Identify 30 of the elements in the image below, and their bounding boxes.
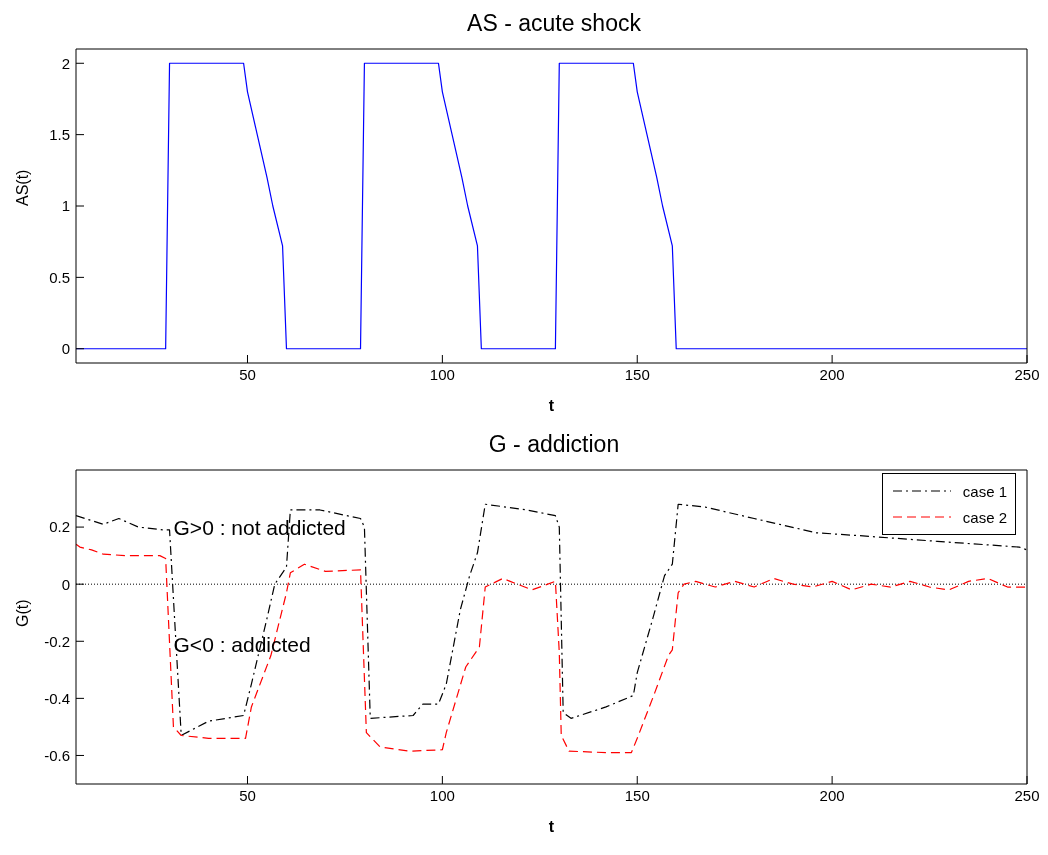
annotation: G>0 : not addicted bbox=[173, 515, 346, 539]
y-tick-label: 2 bbox=[61, 54, 70, 72]
chart-title: G - addiction bbox=[487, 430, 621, 459]
x-axis-title: t bbox=[548, 818, 555, 835]
y-tick-label: -0.4 bbox=[44, 689, 70, 707]
line-series bbox=[76, 543, 1027, 754]
x-tick-label: 150 bbox=[624, 786, 650, 804]
x-tick-label: 50 bbox=[239, 365, 256, 383]
y-axis-title: AS(t) bbox=[13, 169, 31, 206]
y-tick-label: 1 bbox=[61, 197, 70, 215]
x-axis-title: t bbox=[548, 397, 555, 414]
x-tick-label: 100 bbox=[429, 365, 455, 383]
x-tick-label: 150 bbox=[624, 365, 650, 383]
y-tick-label: 1.5 bbox=[49, 125, 70, 143]
x-tick-label: 200 bbox=[819, 365, 845, 383]
x-tick-label: 250 bbox=[1014, 365, 1040, 383]
y-tick-label: 0 bbox=[61, 575, 70, 593]
chart-title: AS - acute shock bbox=[466, 9, 642, 38]
y-tick-label: -0.6 bbox=[44, 746, 70, 764]
legend-label: case 2 bbox=[962, 508, 1007, 526]
y-axis-title: G(t) bbox=[13, 599, 31, 627]
legend-label: case 1 bbox=[962, 482, 1007, 500]
y-tick-label: -0.2 bbox=[44, 632, 70, 650]
x-tick-label: 250 bbox=[1014, 786, 1040, 804]
x-tick-label: 200 bbox=[819, 786, 845, 804]
x-tick-label: 100 bbox=[429, 786, 455, 804]
y-tick-label: 0.5 bbox=[49, 268, 70, 286]
y-tick-label: 0.2 bbox=[49, 518, 70, 536]
y-tick-label: 0 bbox=[61, 340, 70, 358]
x-tick-label: 50 bbox=[239, 786, 256, 804]
